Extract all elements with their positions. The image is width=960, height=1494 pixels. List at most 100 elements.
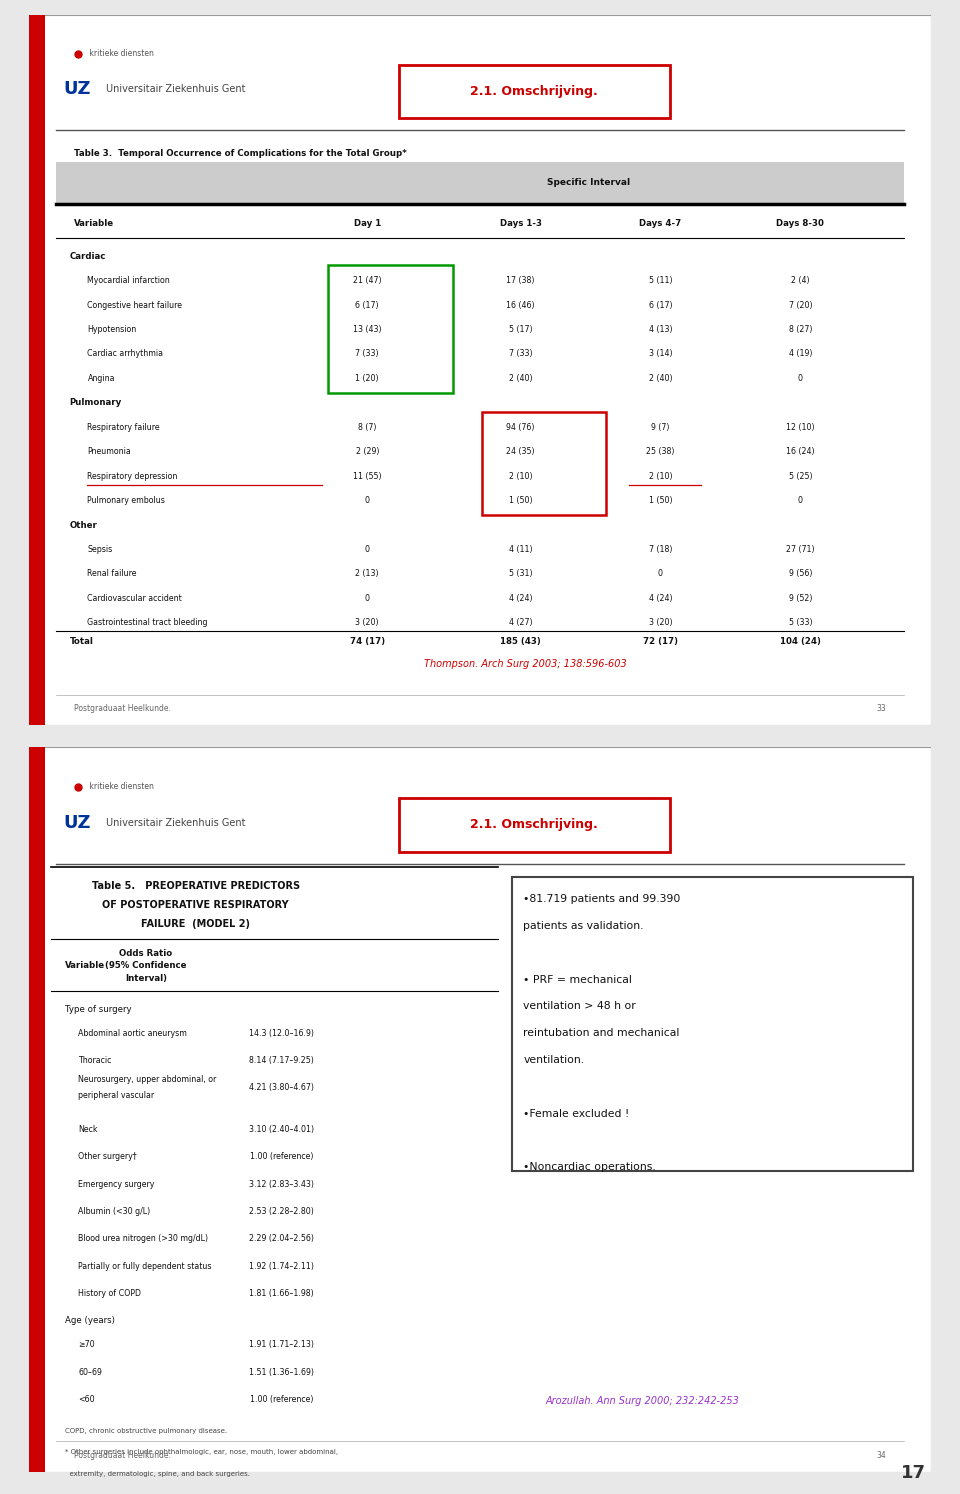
Text: Sepsis: Sepsis	[87, 545, 112, 554]
Text: Universitair Ziekenhuis Gent: Universitair Ziekenhuis Gent	[106, 819, 245, 828]
Text: 12 (10): 12 (10)	[786, 423, 815, 432]
Text: Pneumonia: Pneumonia	[87, 447, 132, 456]
Bar	[328, 264, 453, 393]
Text: 6 (17): 6 (17)	[649, 300, 672, 309]
Text: Emergency surgery: Emergency surgery	[79, 1180, 155, 1189]
Text: OF POSTOPERATIVE RESPIRATORY: OF POSTOPERATIVE RESPIRATORY	[103, 899, 289, 910]
Text: 3 (14): 3 (14)	[649, 350, 672, 359]
Text: 25 (38): 25 (38)	[646, 447, 675, 456]
Text: kritieke diensten: kritieke diensten	[87, 49, 155, 58]
Text: 2.29 (2.04–2.56): 2.29 (2.04–2.56)	[249, 1234, 314, 1243]
Text: Table 5.   PREOPERATIVE PREDICTORS: Table 5. PREOPERATIVE PREDICTORS	[92, 881, 300, 890]
Text: Respiratory depression: Respiratory depression	[87, 472, 178, 481]
Text: 74 (17): 74 (17)	[349, 638, 385, 647]
Text: 8 (27): 8 (27)	[789, 326, 812, 335]
Text: 0: 0	[798, 496, 803, 505]
Text: 0: 0	[365, 545, 370, 554]
Text: 2.1. Omschrijving.: 2.1. Omschrijving.	[470, 819, 598, 831]
Text: Thompson. Arch Surg 2003; 138:596-603: Thompson. Arch Surg 2003; 138:596-603	[423, 659, 627, 669]
Text: 33: 33	[876, 705, 886, 714]
Text: 1.92 (1.74–2.11): 1.92 (1.74–2.11)	[249, 1262, 314, 1271]
Text: 8 (7): 8 (7)	[358, 423, 376, 432]
Text: Albumin (<30 g/L): Albumin (<30 g/L)	[79, 1207, 151, 1216]
Text: 2 (10): 2 (10)	[649, 472, 672, 481]
Text: Odds Ratio: Odds Ratio	[119, 949, 173, 958]
Text: Type of surgery: Type of surgery	[65, 1005, 132, 1014]
Text: 4 (24): 4 (24)	[509, 595, 533, 604]
Text: Neck: Neck	[79, 1125, 98, 1134]
Text: 16 (24): 16 (24)	[786, 447, 815, 456]
Text: <60: <60	[79, 1395, 95, 1404]
Text: 1 (50): 1 (50)	[649, 496, 672, 505]
Text: 3 (20): 3 (20)	[649, 619, 672, 627]
Text: Postgraduaat Heelkunde.: Postgraduaat Heelkunde.	[74, 705, 171, 714]
Text: 1.91 (1.71–2.13): 1.91 (1.71–2.13)	[249, 1340, 314, 1349]
Text: • PRF = mechanical: • PRF = mechanical	[523, 974, 633, 985]
Text: 4 (11): 4 (11)	[509, 545, 533, 554]
Text: 185 (43): 185 (43)	[500, 638, 541, 647]
Text: peripheral vascular: peripheral vascular	[79, 1091, 155, 1100]
Text: 2 (40): 2 (40)	[649, 374, 672, 382]
Text: 2 (29): 2 (29)	[355, 447, 379, 456]
Text: 2 (13): 2 (13)	[355, 569, 379, 578]
Bar	[29, 747, 45, 1472]
Text: •81.719 patients and 99.390: •81.719 patients and 99.390	[523, 895, 681, 904]
Text: 2.53 (2.28–2.80): 2.53 (2.28–2.80)	[249, 1207, 314, 1216]
FancyBboxPatch shape	[512, 877, 913, 1171]
Text: 2.1. Omschrijving.: 2.1. Omschrijving.	[470, 85, 598, 97]
Text: 7 (33): 7 (33)	[355, 350, 379, 359]
Text: 60–69: 60–69	[79, 1369, 103, 1377]
Text: Congestive heart failure: Congestive heart failure	[87, 300, 182, 309]
Text: 1.00 (reference): 1.00 (reference)	[250, 1152, 313, 1161]
Text: reintubation and mechanical: reintubation and mechanical	[523, 1028, 680, 1038]
Text: 3.12 (2.83–3.43): 3.12 (2.83–3.43)	[249, 1180, 314, 1189]
Text: 3.10 (2.40–4.01): 3.10 (2.40–4.01)	[249, 1125, 314, 1134]
Text: Blood urea nitrogen (>30 mg/dL): Blood urea nitrogen (>30 mg/dL)	[79, 1234, 208, 1243]
Text: 27 (71): 27 (71)	[786, 545, 815, 554]
Text: Variable: Variable	[65, 961, 105, 970]
Text: 5 (11): 5 (11)	[649, 276, 672, 285]
Text: UZ: UZ	[63, 81, 90, 99]
Text: 0: 0	[365, 595, 370, 604]
Text: 4.21 (3.80–4.67): 4.21 (3.80–4.67)	[249, 1083, 314, 1092]
Text: 7 (33): 7 (33)	[509, 350, 533, 359]
Text: Pulmonary embolus: Pulmonary embolus	[87, 496, 165, 505]
Text: Thoracic: Thoracic	[79, 1056, 111, 1065]
Text: 2 (40): 2 (40)	[509, 374, 533, 382]
Text: 72 (17): 72 (17)	[643, 638, 678, 647]
Text: 2 (4): 2 (4)	[791, 276, 809, 285]
Text: 9 (7): 9 (7)	[651, 423, 670, 432]
Text: Days 1-3: Days 1-3	[499, 220, 541, 229]
Text: 34: 34	[876, 1451, 886, 1460]
Text: Day 1: Day 1	[353, 220, 381, 229]
Text: 7 (18): 7 (18)	[649, 545, 672, 554]
Text: 17: 17	[901, 1464, 926, 1482]
Text: 24 (35): 24 (35)	[506, 447, 535, 456]
Text: 5 (17): 5 (17)	[509, 326, 533, 335]
Text: Hypotension: Hypotension	[87, 326, 136, 335]
Text: 0: 0	[365, 496, 370, 505]
Text: ventilation.: ventilation.	[523, 1055, 585, 1065]
Text: Variable: Variable	[74, 220, 114, 229]
Text: Table 3.  Temporal Occurrence of Complications for the Total Group*: Table 3. Temporal Occurrence of Complica…	[74, 149, 407, 158]
Text: Angina: Angina	[87, 374, 115, 382]
Text: patients as validation.: patients as validation.	[523, 920, 644, 931]
Text: •Female excluded !: •Female excluded !	[523, 1109, 630, 1119]
Text: 5 (33): 5 (33)	[788, 619, 812, 627]
Text: 1 (20): 1 (20)	[355, 374, 379, 382]
Text: 4 (27): 4 (27)	[509, 619, 533, 627]
Text: 0: 0	[798, 374, 803, 382]
Text: 94 (76): 94 (76)	[507, 423, 535, 432]
Text: 1.51 (1.36–1.69): 1.51 (1.36–1.69)	[249, 1369, 314, 1377]
Text: * Other surgeries include ophthalmologic, ear, nose, mouth, lower abdominal,: * Other surgeries include ophthalmologic…	[65, 1449, 338, 1455]
Text: 4 (24): 4 (24)	[649, 595, 672, 604]
Text: UZ: UZ	[63, 814, 90, 832]
Text: Myocardial infarction: Myocardial infarction	[87, 276, 170, 285]
Text: Postgraduaat Heelkunde.: Postgraduaat Heelkunde.	[74, 1451, 171, 1460]
Text: Neurosurgery, upper abdominal, or: Neurosurgery, upper abdominal, or	[79, 1074, 217, 1083]
Text: Abdominal aortic aneurysm: Abdominal aortic aneurysm	[79, 1029, 187, 1038]
Bar	[29, 15, 45, 725]
Text: 8.14 (7.17–9.25): 8.14 (7.17–9.25)	[249, 1056, 314, 1065]
Bar	[56, 161, 904, 203]
Text: 7 (20): 7 (20)	[788, 300, 812, 309]
